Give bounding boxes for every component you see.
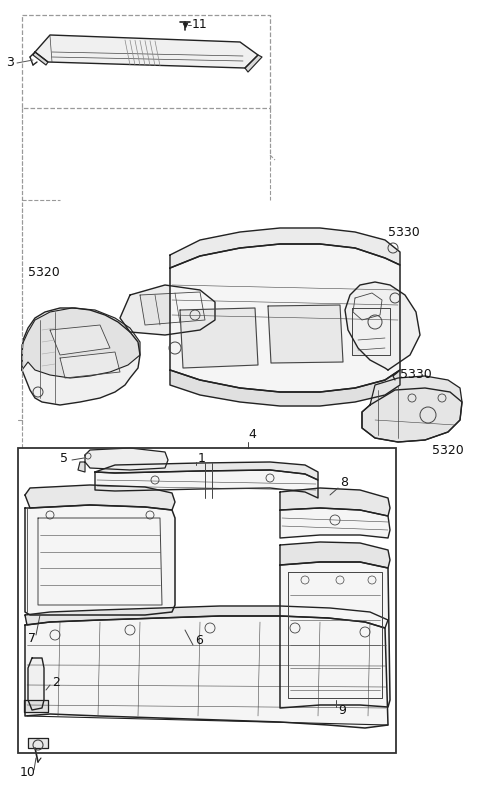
Polygon shape — [345, 282, 420, 370]
Polygon shape — [268, 305, 343, 363]
Polygon shape — [22, 308, 140, 378]
Polygon shape — [362, 376, 462, 442]
Text: 5320: 5320 — [28, 265, 60, 279]
Text: 5330: 5330 — [400, 368, 432, 381]
Text: 10: 10 — [20, 765, 36, 778]
Text: 1: 1 — [198, 452, 206, 464]
Text: 5320: 5320 — [432, 444, 464, 457]
Polygon shape — [22, 308, 140, 405]
Polygon shape — [24, 700, 48, 712]
Text: 5: 5 — [60, 452, 68, 464]
Polygon shape — [95, 462, 318, 480]
Polygon shape — [362, 388, 462, 442]
Polygon shape — [120, 285, 215, 335]
Polygon shape — [140, 292, 205, 325]
Bar — [18, 448, 396, 753]
Polygon shape — [25, 606, 388, 628]
Polygon shape — [280, 508, 390, 538]
Polygon shape — [170, 370, 400, 406]
Polygon shape — [85, 448, 168, 470]
Text: 5330: 5330 — [388, 225, 420, 238]
Polygon shape — [50, 325, 110, 355]
Polygon shape — [25, 616, 388, 728]
Text: 7: 7 — [28, 631, 36, 645]
Polygon shape — [35, 35, 258, 68]
Polygon shape — [352, 308, 390, 355]
Polygon shape — [95, 470, 318, 498]
Polygon shape — [170, 228, 400, 268]
Polygon shape — [25, 485, 175, 510]
Polygon shape — [28, 658, 44, 710]
Text: 6: 6 — [195, 634, 203, 646]
Text: 4: 4 — [248, 429, 256, 441]
Text: 3: 3 — [6, 56, 14, 70]
Text: 2: 2 — [52, 676, 60, 688]
Text: 9: 9 — [338, 703, 346, 716]
Polygon shape — [245, 55, 262, 72]
Polygon shape — [180, 308, 258, 368]
Polygon shape — [33, 52, 48, 65]
Text: 11: 11 — [192, 18, 208, 32]
Polygon shape — [280, 542, 390, 568]
Text: 8: 8 — [340, 476, 348, 488]
Polygon shape — [170, 244, 400, 392]
Polygon shape — [60, 352, 120, 378]
Polygon shape — [25, 505, 175, 615]
Polygon shape — [280, 488, 390, 516]
Polygon shape — [280, 562, 390, 708]
Polygon shape — [78, 462, 85, 472]
Polygon shape — [28, 738, 48, 748]
